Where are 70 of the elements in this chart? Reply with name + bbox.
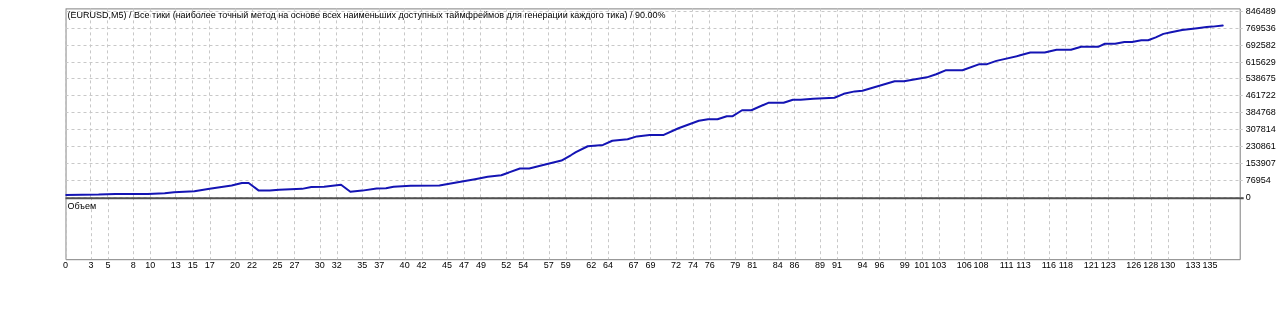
y-tick-label: 769536 xyxy=(1245,22,1276,33)
x-tick-label: 79 xyxy=(730,260,741,271)
x-tick-label: 49 xyxy=(475,260,486,271)
y-tick-label: 384768 xyxy=(1245,107,1276,118)
x-tick-label: 94 xyxy=(857,260,868,271)
x-tick-label: 40 xyxy=(399,260,410,271)
x-tick-label: 121 xyxy=(1083,260,1099,271)
y-tick-label: 0 xyxy=(1245,191,1251,202)
x-tick-label: 72 xyxy=(670,260,681,271)
x-tick-label: 47 xyxy=(458,260,469,271)
x-tick-label: 64 xyxy=(603,260,614,271)
x-tick-label: 103 xyxy=(931,260,947,271)
y-tick-label: 307814 xyxy=(1245,124,1276,135)
x-tick-label: 62 xyxy=(586,260,597,271)
x-tick-label: 84 xyxy=(772,260,783,271)
x-tick-label: 30 xyxy=(314,260,325,271)
x-tick-label: 69 xyxy=(645,260,656,271)
x-tick-label: 126 xyxy=(1126,260,1142,271)
x-tick-label: 86 xyxy=(789,260,800,271)
x-tick-label: 10 xyxy=(145,260,156,271)
x-tick-label: 37 xyxy=(374,260,385,271)
x-tick-label: 42 xyxy=(416,260,427,271)
x-tick-label: 91 xyxy=(831,260,843,271)
x-tick-label: 74 xyxy=(687,260,698,271)
x-tick-label: 20 xyxy=(230,260,241,271)
x-tick-label: 133 xyxy=(1185,260,1201,271)
x-tick-label: 5 xyxy=(105,260,111,271)
x-tick-label: 45 xyxy=(442,260,453,271)
x-tick-label: 59 xyxy=(560,260,571,271)
x-tick-label: 108 xyxy=(973,260,989,271)
y-tick-label: 461722 xyxy=(1245,90,1276,101)
x-tick-label: 116 xyxy=(1041,260,1057,271)
x-tick-label: 118 xyxy=(1058,260,1074,271)
x-tick-label: 76 xyxy=(704,260,715,271)
x-tick-label: 128 xyxy=(1143,260,1159,271)
chart-title: (EURUSD,M5) / Все тики (наиболее точный метод на основе всех наименьших доступных таймфреймов для генерации каждого тика) / 90.00% xyxy=(67,10,666,21)
x-tick-label: 3 xyxy=(88,260,94,271)
y-tick-label: 615629 xyxy=(1245,56,1276,67)
x-tick-label: 52 xyxy=(501,260,512,271)
x-tick-label: 35 xyxy=(357,260,368,271)
x-tick-label: 8 xyxy=(130,260,136,271)
x-tick-label: 113 xyxy=(1016,260,1031,271)
x-tick-label: 13 xyxy=(170,260,181,271)
x-tick-label: 135 xyxy=(1202,260,1218,271)
y-tick-label: 230861 xyxy=(1245,141,1276,151)
y-tick-label: 153907 xyxy=(1245,157,1276,168)
text: Объем xyxy=(67,201,97,212)
x-tick-label: 106 xyxy=(956,260,972,271)
y-tick-label: 76954 xyxy=(1245,174,1271,185)
x-tick-label: 17 xyxy=(204,260,215,271)
x-tick-label: 57 xyxy=(543,260,554,271)
x-tick-label: 0 xyxy=(62,260,69,271)
x-tick-label: 22 xyxy=(247,260,258,271)
x-tick-label: 111 xyxy=(999,260,1014,271)
x-tick-label: 89 xyxy=(815,260,826,271)
x-tick-label: 67 xyxy=(628,260,639,271)
x-tick-label: 101 xyxy=(914,260,930,271)
x-tick-label: 130 xyxy=(1160,260,1176,271)
x-tick-label: 81 xyxy=(747,260,758,271)
x-tick-label: 54 xyxy=(518,260,529,271)
y-tick-label: 692582 xyxy=(1245,39,1276,50)
x-tick-label: 25 xyxy=(272,260,283,271)
x-tick-label: 99 xyxy=(899,260,910,271)
y-tick-label: 538675 xyxy=(1245,73,1276,84)
x-tick-label: 96 xyxy=(874,260,885,271)
x-tick-label: 123 xyxy=(1100,260,1116,271)
x-tick-label: 27 xyxy=(289,260,300,271)
y-tick-label: 846489 xyxy=(1245,5,1276,16)
x-tick-label: 15 xyxy=(187,260,198,271)
x-tick-label: 32 xyxy=(331,260,342,271)
